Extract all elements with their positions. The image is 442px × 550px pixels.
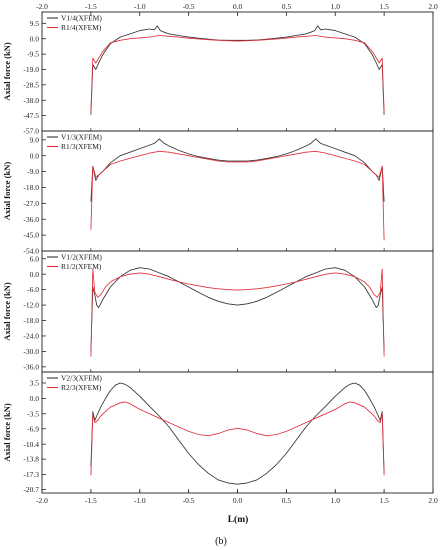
y-tick-label: -10.4 bbox=[23, 440, 39, 449]
top-x-tick-label: -1.0 bbox=[134, 2, 146, 11]
legend-entry: V2/3(XFEM) bbox=[61, 374, 102, 383]
bottom-x-tick-label: -0.5 bbox=[183, 496, 195, 505]
y-tick-label: -19.0 bbox=[23, 65, 39, 74]
series-line-black bbox=[90, 382, 385, 485]
y-tick-label: -6.0 bbox=[27, 285, 39, 294]
bottom-x-axis: -2.0 -1.5 -1.0 -0.5 0.0 0.5 1.0 1.5 2.0 bbox=[36, 489, 438, 505]
y-tick-label: -13.8 bbox=[23, 455, 39, 464]
y-axis-label: Axial force (kN) bbox=[2, 403, 12, 462]
top-x-tick-label: -0.5 bbox=[183, 2, 195, 11]
bottom-x-tick-label: 1.0 bbox=[331, 496, 341, 505]
series-line-red bbox=[90, 35, 385, 112]
top-x-tick-label: -1.5 bbox=[85, 2, 97, 11]
panel-2: 9.0 0.0 -9.0 -18.0 -27.0 -36.0 -45.0 -54.0 Axial… bbox=[2, 130, 434, 256]
figure-caption: (b) bbox=[215, 536, 227, 547]
y-tick-label: -18.0 bbox=[23, 316, 39, 325]
y-tick-label: -20.7 bbox=[23, 485, 39, 494]
y-axis-label: Axial force (kN) bbox=[2, 282, 12, 341]
y-tick-label: -57.0 bbox=[23, 127, 39, 136]
y-tick-label: -6.9 bbox=[27, 424, 39, 433]
y-tick-label: -47.5 bbox=[23, 111, 39, 120]
y-tick-label: -28.5 bbox=[23, 80, 39, 89]
y-axis-label: Axial force (kN) bbox=[2, 42, 12, 101]
y-tick-label: 9.0 bbox=[30, 135, 40, 144]
y-tick-label: -45.0 bbox=[23, 231, 39, 240]
legend-entry: R1/4(XFEM) bbox=[61, 23, 102, 32]
y-tick-label: -30.0 bbox=[23, 347, 39, 356]
bottom-x-tick-label: -1.5 bbox=[85, 496, 97, 505]
bottom-x-tick-label: -1.0 bbox=[134, 496, 146, 505]
chart-panels: 9.5 0.0 -9.5 -19.0 -28.5 -38.0 -47.5 -57.0 Axial… bbox=[2, 11, 434, 494]
y-tick-label: -12.0 bbox=[23, 301, 39, 310]
bottom-x-tick-label: 0.0 bbox=[233, 496, 243, 505]
y-tick-label: -9.5 bbox=[27, 50, 39, 59]
x-axis-label: L(m) bbox=[228, 514, 249, 525]
bottom-x-tick-label: 0.5 bbox=[282, 496, 292, 505]
bottom-x-tick-label: -2.0 bbox=[36, 496, 48, 505]
y-tick-label: -36.0 bbox=[23, 362, 39, 371]
y-tick-label: -18.0 bbox=[23, 183, 39, 192]
panel-4: 3.5 0.0 -3.5 -6.9 -10.4 -13.8 -17.3 -20.7 Axial … bbox=[2, 371, 434, 494]
y-tick-label: -9.0 bbox=[27, 167, 39, 176]
panel-3: 6.0 0.0 -6.0 -12.0 -18.0 -24.0 -30.0 -36.0 Axial… bbox=[2, 250, 434, 373]
y-tick-label: -38.0 bbox=[23, 96, 39, 105]
y-tick-label: 0.0 bbox=[30, 34, 40, 43]
y-tick-label: -3.5 bbox=[27, 409, 39, 418]
panel-1: 9.5 0.0 -9.5 -19.0 -28.5 -38.0 -47.5 -57.0 Axial… bbox=[2, 11, 434, 136]
top-x-tick-label: -2.0 bbox=[36, 2, 48, 11]
y-tick-label: -17.3 bbox=[23, 470, 39, 479]
y-tick-label: 0.0 bbox=[30, 394, 40, 403]
legend-entry: R2/3(XFEM) bbox=[61, 383, 102, 392]
y-tick-label: 0.0 bbox=[30, 151, 40, 160]
y-tick-label: -54.0 bbox=[23, 247, 39, 256]
legend-entry: V1/3(XFEM) bbox=[61, 133, 102, 142]
series-line-black bbox=[90, 25, 385, 115]
y-tick-label: -36.0 bbox=[23, 215, 39, 224]
top-x-tick-label: 0.5 bbox=[282, 2, 292, 11]
bottom-x-tick-label: 1.5 bbox=[379, 496, 389, 505]
y-tick-label: -27.0 bbox=[23, 199, 39, 208]
y-tick-label: 6.0 bbox=[30, 254, 40, 263]
y-axis-label: Axial force (kN) bbox=[2, 162, 12, 221]
y-tick-label: -24.0 bbox=[23, 332, 39, 341]
series-line-red bbox=[90, 401, 385, 476]
series-line-red bbox=[90, 150, 385, 241]
legend-entry: V1/4(XFEM) bbox=[61, 14, 102, 23]
legend-entry: V1/2(XFEM) bbox=[61, 253, 102, 262]
series-line-red bbox=[90, 268, 385, 357]
y-tick-label: 3.5 bbox=[30, 379, 40, 388]
top-x-tick-label: 1.5 bbox=[379, 2, 389, 11]
top-x-tick-label: 0.0 bbox=[233, 2, 243, 11]
y-tick-label: 9.5 bbox=[30, 19, 40, 28]
top-x-tick-label: 1.0 bbox=[331, 2, 341, 11]
series-line-black bbox=[90, 267, 385, 352]
bottom-x-tick-label: 2.0 bbox=[428, 496, 438, 505]
y-tick-label: 0.0 bbox=[30, 270, 40, 279]
series-line-black bbox=[90, 138, 385, 202]
legend-entry: R1/2(XFEM) bbox=[61, 262, 102, 271]
legend-entry: R1/3(XFEM) bbox=[61, 142, 102, 151]
top-x-tick-label: 2.0 bbox=[428, 2, 438, 11]
